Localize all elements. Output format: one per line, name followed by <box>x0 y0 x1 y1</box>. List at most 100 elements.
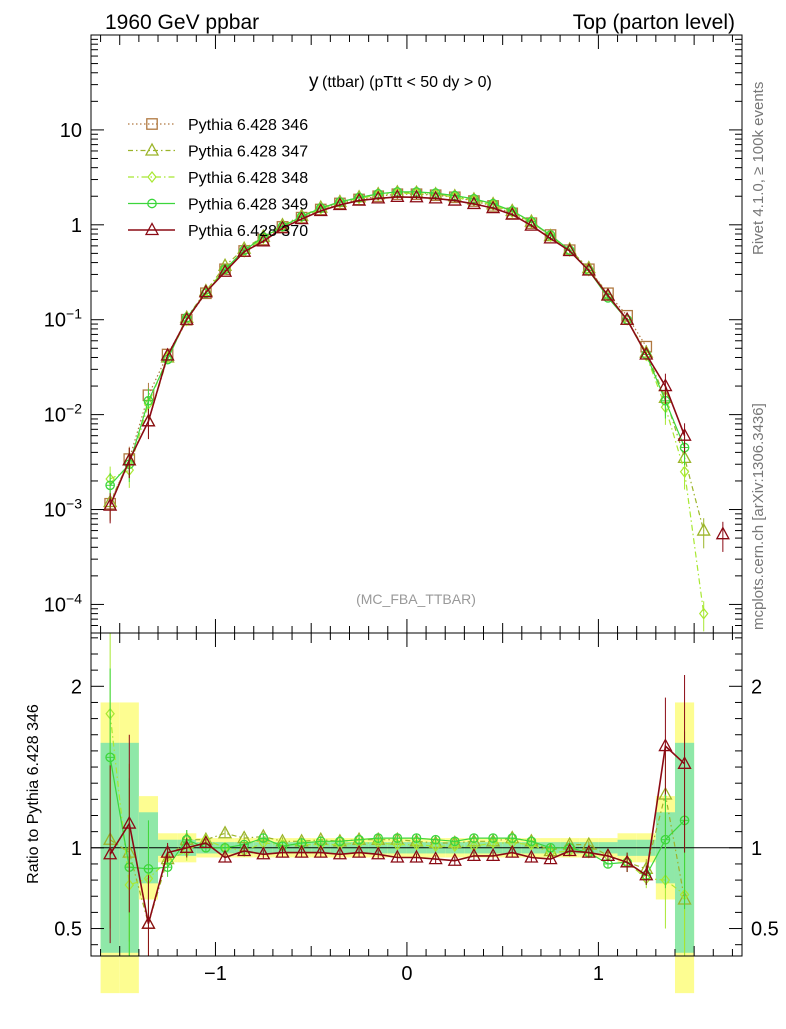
legend-label: Pythia 6.428 348 <box>188 170 308 187</box>
legend-label: Pythia 6.428 370 <box>188 223 308 240</box>
ratio-point <box>639 867 654 881</box>
data-point <box>620 311 635 325</box>
ratio-y-tick-label: 0.5 <box>54 919 82 941</box>
y-tick-label: 1 <box>71 215 82 237</box>
legend-label: Pythia 6.428 346 <box>188 117 308 134</box>
data-point <box>679 465 690 478</box>
ratio-plot-frame <box>90 632 743 957</box>
ratio-point <box>390 849 405 863</box>
data-point <box>179 311 194 325</box>
data-point <box>466 196 482 210</box>
x-tick-label: 0 <box>401 963 412 985</box>
ratio-point <box>179 839 194 853</box>
ratio-y-tick-label-right: 0.5 <box>751 919 779 941</box>
legend-marker <box>147 171 157 183</box>
ratio-point <box>562 843 577 857</box>
ratio-point <box>505 844 520 858</box>
data-point <box>658 378 673 392</box>
ratio-point <box>220 841 230 854</box>
ratio-point <box>351 844 367 858</box>
ratio-point <box>294 844 309 858</box>
data-point <box>409 189 424 203</box>
mcplots-reference-label: mcplots.cern.ch [arXiv:1306.3436] <box>750 403 767 630</box>
data-point <box>447 192 462 206</box>
series-line-s347 <box>109 191 705 531</box>
legend: Pythia 6.428 346 Pythia 6.428 347 Pythia 6… <box>128 117 308 240</box>
data-point <box>485 200 501 214</box>
ratio-point <box>256 846 271 860</box>
series-line-s348 <box>109 192 705 614</box>
ratio-point <box>275 844 290 858</box>
data-point <box>600 287 616 301</box>
ratio-line-s348 <box>109 713 685 896</box>
data-point <box>639 346 654 360</box>
plot-title-sub: (ttbar) (pTtt < 50 dy > 0) <box>322 74 492 91</box>
ratio-point <box>103 846 118 860</box>
legend-label: Pythia 6.428 347 <box>188 144 308 161</box>
ratio-series-s370 <box>103 674 692 956</box>
data-point <box>160 347 175 361</box>
series-s346 <box>104 188 653 522</box>
data-point <box>237 243 252 257</box>
ratio-point <box>122 815 137 829</box>
ratio-point <box>409 849 424 863</box>
ratio-point <box>392 838 403 851</box>
data-point <box>543 230 558 244</box>
ratio-point <box>447 852 462 866</box>
ratio-point <box>469 840 479 853</box>
data-point <box>371 190 386 204</box>
y-tick-label: 10−2 <box>44 401 82 427</box>
data-point <box>313 203 328 217</box>
ratio-y-axis-label: Ratio to Pythia 6.428 346 <box>25 704 42 884</box>
legend-item-s348: Pythia 6.428 348 <box>128 170 308 187</box>
ratio-point <box>581 844 596 858</box>
ratio-point <box>332 846 348 860</box>
ratio-point <box>466 848 482 862</box>
data-point <box>581 262 596 276</box>
data-point <box>256 233 271 247</box>
ratio-y-tick-label-right: 1 <box>751 838 762 860</box>
legend-item-s347: Pythia 6.428 347 <box>128 142 308 161</box>
legend-marker <box>144 222 160 236</box>
plot-title-main: y <box>309 71 319 92</box>
ratio-point <box>600 848 616 862</box>
ratio-point <box>620 854 635 868</box>
data-point <box>141 413 156 427</box>
ratio-y-tick-label-right: 2 <box>751 676 762 698</box>
ratio-point <box>217 849 233 863</box>
ratio-y-tick-label: 2 <box>71 676 82 698</box>
ratio-point <box>543 851 558 865</box>
rivet-version-label: Rivet 4.1.0, ≥ 100k events <box>750 82 767 255</box>
ratio-point <box>371 846 386 860</box>
data-point <box>428 190 443 204</box>
legend-item-s370: Pythia 6.428 370 <box>128 222 308 240</box>
ratio-point <box>430 840 441 853</box>
data-point <box>696 522 711 536</box>
ratio-point <box>141 915 156 929</box>
ratio-point <box>198 835 213 849</box>
legend-marker <box>144 142 160 156</box>
data-point <box>332 197 348 211</box>
legend-item-s346: Pythia 6.428 346 <box>128 117 308 134</box>
data-point <box>294 211 309 225</box>
x-tick-label: −1 <box>204 963 227 985</box>
data-point <box>545 230 556 243</box>
data-point <box>103 497 118 511</box>
data-point <box>275 220 290 234</box>
ratio-series-s348 <box>105 633 690 956</box>
data-point <box>351 192 367 206</box>
data-point <box>217 263 233 277</box>
data-point <box>715 526 730 540</box>
legend-marker <box>146 118 158 130</box>
data-point <box>258 232 269 245</box>
legend-label: Pythia 6.428 349 <box>188 197 308 214</box>
data-point <box>524 217 539 231</box>
series-line-s370 <box>110 197 723 534</box>
series-s348 <box>105 187 709 632</box>
main-plot-panel: 10 1 10−1 10−2 10−3 10−4 y (ttbar) (pTtt < 50… <box>44 34 743 634</box>
y-tick-label: 10−3 <box>44 496 82 522</box>
ratio-point <box>354 836 364 849</box>
x-tick-label: 1 <box>593 963 604 985</box>
legend-item-s349: Pythia 6.428 349 <box>128 197 308 214</box>
